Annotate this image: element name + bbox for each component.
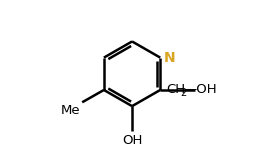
Text: OH: OH bbox=[122, 134, 142, 147]
Text: CH: CH bbox=[166, 83, 186, 96]
Text: 2: 2 bbox=[180, 88, 187, 98]
Text: —OH: —OH bbox=[184, 83, 217, 96]
Text: Me: Me bbox=[61, 104, 81, 117]
Text: N: N bbox=[164, 51, 176, 65]
